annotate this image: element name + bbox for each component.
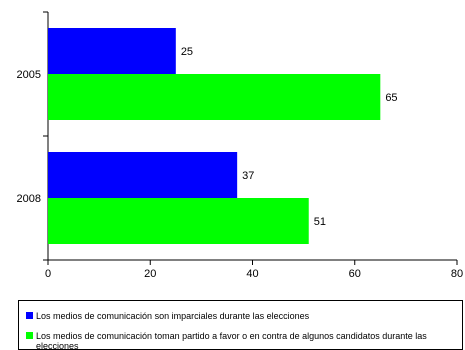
bar-2008-series-1 bbox=[48, 198, 309, 244]
data-label: 65 bbox=[385, 92, 397, 104]
data-label: 51 bbox=[314, 216, 326, 228]
bar-chart: 0 20 40 60 80 2005 25 65 2008 37 51 bbox=[17, 11, 464, 280]
chart-bars bbox=[48, 28, 381, 244]
chart-legend: Los medios de comunicación son imparcial… bbox=[18, 300, 463, 350]
bar-2008-series-0 bbox=[48, 152, 238, 198]
y-category-label: 2005 bbox=[17, 69, 41, 81]
legend-item-imparciales: Los medios de comunicación son imparcial… bbox=[26, 311, 451, 321]
y-category-label: 2008 bbox=[17, 193, 41, 205]
legend-label-imparciales: Los medios de comunicación son imparcial… bbox=[36, 311, 310, 321]
bar-2005-series-1 bbox=[48, 74, 381, 120]
x-tick-label: 20 bbox=[144, 268, 156, 280]
data-label: 25 bbox=[181, 46, 193, 58]
data-label: 37 bbox=[242, 170, 254, 182]
x-tick-label: 0 bbox=[45, 268, 51, 280]
x-tick-label: 60 bbox=[349, 268, 361, 280]
legend-swatch-green bbox=[26, 332, 33, 339]
legend-label-toman-partido: Los medios de comunicación toman partido… bbox=[36, 331, 427, 350]
legend-swatch-blue bbox=[26, 312, 33, 319]
chart-labels: 0 20 40 60 80 2005 25 65 2008 37 51 bbox=[17, 46, 464, 280]
x-tick-label: 80 bbox=[451, 268, 463, 280]
bar-2005-series-0 bbox=[48, 28, 176, 74]
legend-item-toman-partido: Los medios de comunicación toman partido… bbox=[26, 331, 451, 350]
x-tick-label: 40 bbox=[246, 268, 258, 280]
